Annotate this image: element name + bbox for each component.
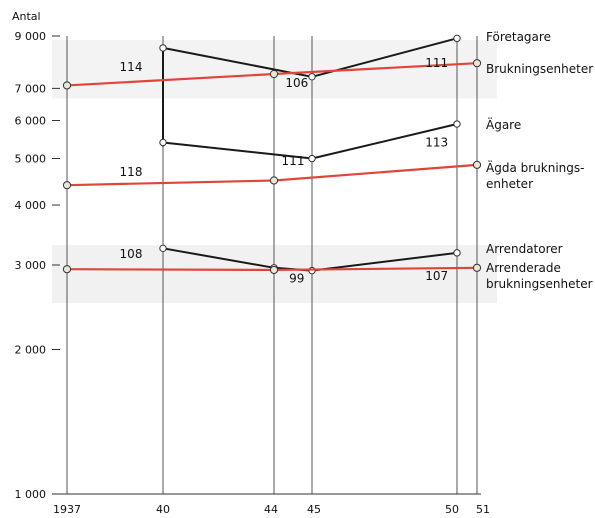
annotation-4: 111 bbox=[282, 154, 305, 168]
y-tick-label-1000: 1 000 bbox=[15, 488, 47, 501]
x-tick-label-40: 40 bbox=[156, 503, 170, 516]
y-tick-label-3000: 3 000 bbox=[15, 259, 47, 272]
series-5-name-line2: brukningsenheter bbox=[486, 277, 593, 291]
series-0 bbox=[159, 34, 461, 147]
y-tick-label-5000: 5 000 bbox=[15, 153, 47, 166]
series-4-point-0 bbox=[159, 244, 167, 253]
series-5-point-1 bbox=[269, 265, 279, 275]
series-3-name-line2: enheter bbox=[486, 177, 533, 191]
y-tick-label-6000: 6 000 bbox=[15, 115, 47, 128]
annotation-5: 113 bbox=[425, 135, 448, 149]
x-tick-label-50: 50 bbox=[445, 503, 459, 516]
series-3 bbox=[62, 160, 482, 190]
annotation-8: 107 bbox=[425, 269, 448, 283]
y-tick-label-4000: 4 000 bbox=[15, 199, 47, 212]
series-2 bbox=[159, 120, 461, 163]
annotation-3: 118 bbox=[120, 165, 143, 179]
series-1-point-2 bbox=[472, 59, 482, 68]
y-axis-label: Antal bbox=[12, 10, 41, 23]
series-3-point-1 bbox=[269, 176, 279, 185]
series-0-point-1 bbox=[159, 44, 167, 52]
x-tick-label-51: 51 bbox=[476, 503, 490, 516]
series-3-name: Ägda bruknings- bbox=[486, 160, 584, 175]
y-tick-label-2000: 2 000 bbox=[15, 344, 47, 357]
annotation-2: 111 bbox=[425, 56, 448, 70]
series-0-name: Företagare bbox=[486, 30, 551, 44]
series-5 bbox=[62, 263, 482, 275]
series-2-point-1 bbox=[308, 154, 316, 163]
series-4-name: Arrendatorer bbox=[486, 242, 563, 256]
x-tick-label-45: 45 bbox=[307, 503, 321, 516]
series-1-name: Brukningsenheter bbox=[486, 62, 593, 76]
series-0-point-2 bbox=[308, 73, 316, 81]
series-0-line bbox=[162, 37, 458, 147]
series-1-point-1 bbox=[269, 69, 279, 79]
series-5-point-0 bbox=[62, 265, 72, 274]
series-3-point-0 bbox=[62, 181, 72, 190]
series-2-point-0 bbox=[159, 138, 167, 147]
series-2-name: Ägare bbox=[486, 117, 521, 132]
series-5-point-2 bbox=[472, 263, 482, 272]
annotation-1: 106 bbox=[285, 76, 308, 90]
annotation-6: 108 bbox=[120, 247, 143, 261]
annotation-0: 114 bbox=[120, 60, 143, 74]
y-tick-label-7000: 7 000 bbox=[15, 82, 47, 95]
x-tick-label-1937: 1937 bbox=[53, 503, 81, 516]
y-tick-label-9000: 9 000 bbox=[15, 30, 47, 43]
series-2-point-2 bbox=[453, 120, 461, 128]
x-tick-label-44: 44 bbox=[264, 503, 278, 516]
series-3-point-2 bbox=[472, 160, 482, 169]
series-0-point-3 bbox=[453, 34, 461, 43]
series-4-point-3 bbox=[453, 249, 461, 257]
series-2-line bbox=[162, 123, 458, 160]
series-1-point-0 bbox=[62, 81, 72, 90]
series-5-name: Arrenderade bbox=[486, 261, 561, 275]
annotation-7: 99 bbox=[289, 271, 304, 285]
series-1 bbox=[62, 59, 482, 90]
